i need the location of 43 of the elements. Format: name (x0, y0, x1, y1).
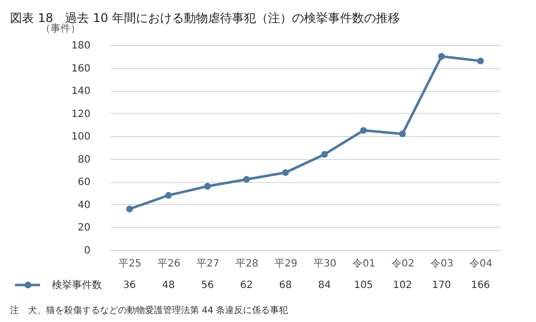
point (126, 206, 133, 212)
data-label: 56 (201, 280, 214, 291)
point (399, 130, 406, 138)
x-tick-label: 平28 (236, 258, 258, 270)
data-label: 105 (354, 280, 374, 291)
point (360, 127, 367, 134)
data-label: 84 (318, 280, 331, 291)
data-label: 48 (162, 280, 175, 291)
y-tick-label: 160 (71, 63, 90, 74)
x-tick-label: 平30 (314, 258, 336, 270)
x-tick-label: 令04 (470, 258, 492, 270)
y-tick-label: 60 (78, 177, 90, 188)
data-label: 166 (470, 280, 490, 291)
x-tick-label: 平29 (274, 258, 298, 270)
point (477, 58, 484, 64)
point (321, 150, 328, 158)
x-tick-label: 平25 (118, 258, 142, 270)
y-tick-label: 20 (78, 222, 90, 234)
data-label: 102 (392, 280, 412, 291)
text: 注 犬、猫を殺傷するなどの動物愛護管理法第 44 条違反に係る事犯 (10, 305, 288, 316)
point (282, 169, 289, 176)
point (243, 176, 250, 183)
x-tick-label: 令03 (430, 258, 454, 270)
y-tick-label: 180 (71, 40, 90, 52)
y-tick-label: 100 (71, 132, 90, 143)
y-tick-label: 0 (84, 246, 90, 256)
data-label: 62 (240, 280, 253, 291)
data-label: 170 (432, 280, 452, 291)
data-label: 36 (123, 280, 136, 291)
y-tick-label: 140 (71, 86, 90, 98)
x-tick-label: 平26 (158, 258, 180, 270)
point (204, 182, 211, 190)
x-tick-label: 令02 (392, 258, 414, 270)
y-tick-label: 40 (78, 200, 90, 211)
y-tick-label: 80 (78, 154, 90, 166)
data-label: 68 (279, 280, 292, 291)
point (438, 53, 445, 60)
x-tick-label: 平27 (196, 258, 220, 270)
point (165, 192, 172, 199)
legend-label: 検挙事件数 (52, 279, 102, 291)
y-tick-label: 120 (71, 108, 90, 120)
x-tick-label: 令01 (352, 258, 376, 270)
y-axis-title: （事件） (40, 22, 80, 34)
